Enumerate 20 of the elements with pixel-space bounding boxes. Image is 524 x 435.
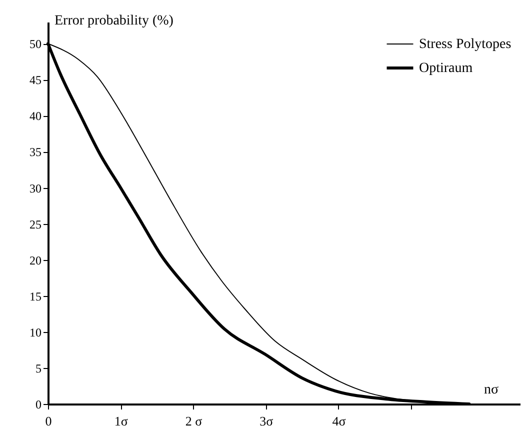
y-tick-label: 45 [30,73,42,88]
y-tick-label: 20 [30,253,42,268]
legend-label: Optiraum [419,61,473,76]
x-tick-label: 0 [45,414,52,428]
y-tick-label: 0 [36,398,42,412]
x-tick-label: 4σ [332,414,346,428]
y-tick-label: 40 [30,109,42,124]
y-tick-label: 15 [30,289,42,304]
x-tick-label: 3σ [260,414,274,428]
y-axis-title: Error probability (%) [54,14,174,28]
legend-label: Stress Polytopes [419,37,512,52]
y-tick-label: 25 [30,217,42,232]
y-tick-label: 50 [30,37,42,52]
x-axis-title: nσ [484,382,499,398]
y-tick-label: 10 [30,325,42,340]
x-tick-label: 1σ [114,414,128,428]
y-tick-label: 30 [30,181,42,196]
y-tick-label: 5 [36,361,42,376]
x-tick-label: 2 σ [185,414,202,428]
y-tick-label: 35 [30,145,42,160]
